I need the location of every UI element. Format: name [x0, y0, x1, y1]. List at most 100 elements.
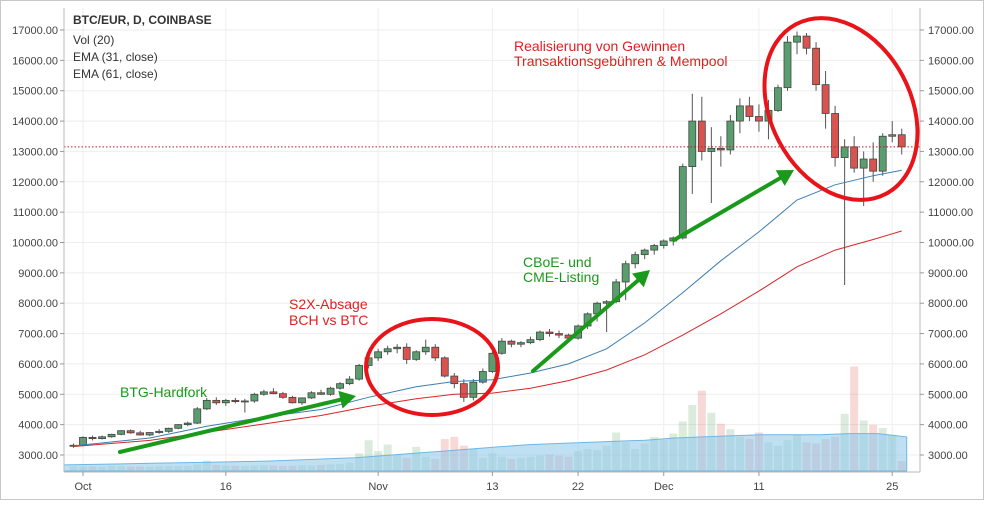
candle-down: [279, 391, 287, 399]
candle-body: [336, 383, 344, 389]
y-tick-label-right: 14000.00: [928, 116, 974, 128]
candle-body: [383, 348, 392, 353]
candle-down: [802, 33, 811, 55]
candle-body: [888, 134, 897, 137]
candle-up: [659, 239, 668, 249]
candle-down: [850, 136, 859, 173]
volume-bar: [850, 366, 859, 471]
candle-up: [117, 430, 125, 436]
volume-bar: [697, 390, 706, 471]
candle-up: [326, 386, 335, 396]
candle-body: [745, 105, 754, 117]
arrow-btg: [118, 390, 356, 454]
x-tick-label: Oct: [74, 481, 91, 493]
arrow-head: [632, 270, 650, 288]
candle-body: [202, 399, 211, 410]
candle-body: [269, 391, 278, 395]
candle-body: [145, 432, 154, 436]
candle-body: [345, 378, 354, 385]
candle-up: [878, 133, 887, 176]
candle-body: [240, 400, 249, 403]
y-tick-label-left: 15000.00: [12, 86, 58, 98]
y-tick-label-right: 12000.00: [928, 177, 974, 189]
y-tick-label-right: 17000.00: [928, 25, 974, 37]
study-label: Vol (20): [73, 33, 114, 47]
candle-body: [107, 433, 116, 438]
annotation-s2x-absage: S2X-Absage: [289, 296, 368, 312]
study-label: EMA (61, close): [73, 67, 158, 81]
candle-up: [383, 345, 392, 355]
candle-up: [631, 251, 640, 269]
candle-body: [774, 87, 782, 111]
candles: [69, 31, 906, 448]
candle-down: [402, 343, 411, 364]
annotation-cboe-cme: CME-Listing: [523, 269, 599, 285]
candle-body: [183, 422, 192, 426]
candle-body: [193, 408, 202, 424]
candle-body: [279, 393, 287, 398]
ema-61-line: [73, 230, 902, 447]
x-tick-label: 13: [486, 481, 498, 493]
y-tick-label-left: 4000.00: [18, 420, 58, 432]
candle-up: [336, 382, 344, 390]
candle-body: [793, 35, 801, 43]
candle-down: [231, 397, 240, 404]
candle-down: [821, 70, 830, 129]
candle-body: [526, 339, 535, 344]
candle-body: [755, 116, 763, 122]
candle-up: [793, 31, 801, 55]
candle-body: [298, 397, 306, 404]
x-tick-label: 22: [572, 481, 584, 493]
volume-bar: [364, 440, 373, 471]
candle-body: [440, 357, 449, 377]
candle-body: [869, 158, 878, 172]
arrow-cboe: [531, 270, 650, 373]
candle-down: [545, 329, 554, 337]
y-tick-label-left: 13000.00: [12, 146, 58, 158]
candle-body: [221, 399, 230, 404]
candle-body: [507, 340, 516, 345]
candle-body: [812, 47, 820, 86]
candle-down: [136, 430, 145, 436]
candle-body: [402, 346, 411, 360]
candle-up: [107, 433, 116, 438]
candle-up: [688, 93, 697, 194]
arrow-shaft: [531, 278, 640, 373]
annotation-cboe-cme: CBoE- und: [523, 254, 591, 270]
candle-up: [888, 121, 897, 143]
candle-body: [450, 375, 459, 385]
y-tick-label-left: 16000.00: [12, 55, 58, 67]
candle-down: [831, 105, 839, 167]
candle-down: [269, 388, 278, 395]
y-tick-label-right: 6000.00: [928, 359, 968, 371]
y-tick-label-right: 13000.00: [928, 146, 974, 158]
candle-body: [631, 254, 640, 265]
candle-up: [145, 431, 154, 437]
y-tick-label-right: 16000.00: [928, 55, 974, 67]
arrow-head: [338, 390, 356, 409]
y-tick-label-left: 17000.00: [12, 25, 58, 37]
y-tick-label-right: 4000.00: [928, 420, 968, 432]
candle-body: [88, 436, 97, 440]
candle-down: [697, 96, 706, 161]
candle-up: [736, 98, 744, 134]
candle-body: [736, 105, 744, 122]
arrow-dec: [672, 170, 794, 242]
candle-down: [317, 389, 325, 395]
x-tick-label: 16: [220, 481, 232, 493]
volume-bars: [63, 366, 908, 472]
candle-down: [126, 429, 135, 434]
candle-body: [831, 113, 839, 158]
y-tick-label-right: 8000.00: [928, 298, 968, 310]
candle-body: [212, 399, 221, 404]
y-tick-label-right: 5000.00: [928, 389, 968, 401]
candle-body: [478, 371, 487, 383]
y-tick-label-right: 11000.00: [928, 207, 973, 219]
candle-body: [421, 346, 430, 353]
arrow-head: [775, 170, 794, 186]
candle-body: [136, 432, 145, 436]
axes: 3000.00 3000.00 4000.00 4000.00 5000.00 5000.…: [12, 8, 974, 493]
candle-body: [431, 346, 440, 359]
y-tick-label-right: 9000.00: [928, 268, 968, 280]
